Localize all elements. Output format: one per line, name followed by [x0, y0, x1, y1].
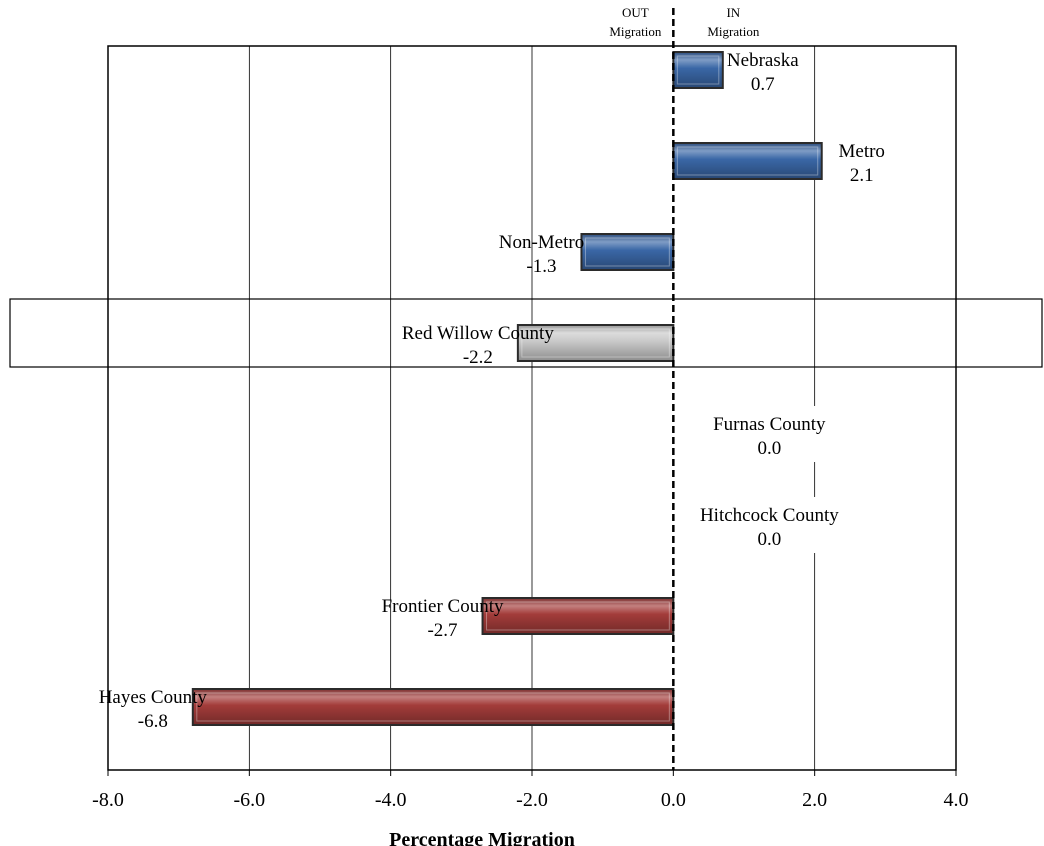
bar-category-label: Hayes County	[99, 687, 208, 708]
x-tick-label: -6.0	[233, 789, 265, 811]
x-tick-label: 4.0	[944, 789, 969, 811]
bar-bevel	[676, 146, 819, 176]
out-header-line-1: OUT	[622, 5, 649, 20]
bar-value-label: 0.7	[751, 74, 775, 95]
bar-value-label: -6.8	[138, 711, 168, 732]
bars	[191, 51, 823, 726]
x-axis-tick-labels: -8.0 -6.0 -4.0 -2.0 0.0 2.0 4.0	[92, 770, 969, 811]
bar	[672, 51, 724, 89]
x-tick-label: 2.0	[802, 789, 827, 811]
x-axis-title: Percentage Migration	[389, 829, 575, 846]
bar-value-label: 2.1	[850, 165, 874, 186]
x-tick-label: -4.0	[375, 789, 407, 811]
bar	[516, 324, 675, 362]
bar-category-label: Red Willow County	[402, 323, 554, 344]
in-header-line-2: Migration	[707, 24, 759, 39]
bar-bevel	[676, 55, 720, 85]
x-tick-label: 0.0	[661, 789, 686, 811]
bar-bevel	[521, 328, 670, 358]
bar-bevel	[486, 601, 670, 631]
bar-value-label: 0.0	[757, 529, 781, 550]
label-background	[685, 406, 854, 462]
bar-value-label: -2.2	[463, 347, 493, 368]
highlight-row-box	[9, 298, 1043, 368]
bar-category-label: Metro	[839, 141, 885, 162]
bar-value-label: -1.3	[526, 256, 556, 277]
bar-category-label: Non-Metro	[499, 232, 584, 253]
bar-value-label: -2.7	[427, 620, 457, 641]
bar-category-label: Nebraska	[727, 50, 799, 71]
x-tick-label: -2.0	[516, 789, 548, 811]
x-tick-label: -8.0	[92, 789, 124, 811]
out-header-line-2: Migration	[609, 24, 661, 39]
migration-direction-headers: OUT Migration IN Migration	[609, 5, 759, 39]
in-header-line-1: IN	[726, 5, 740, 20]
bar-labels: Nebraska 0.7 Metro 2.1 Non-Metro -1.3 Red Will…	[99, 50, 885, 732]
label-background	[685, 497, 854, 553]
bar	[672, 142, 823, 180]
bar-category-label: Furnas County	[713, 414, 826, 435]
bar-value-label: 0.0	[757, 438, 781, 459]
bar-bevel	[584, 237, 670, 267]
bar-category-label: Hitchcock County	[700, 505, 839, 526]
bar-category-label: Frontier County	[382, 596, 504, 617]
bar-bevel	[196, 692, 670, 722]
bar	[481, 597, 675, 635]
bar	[580, 233, 675, 271]
bar	[191, 688, 675, 726]
